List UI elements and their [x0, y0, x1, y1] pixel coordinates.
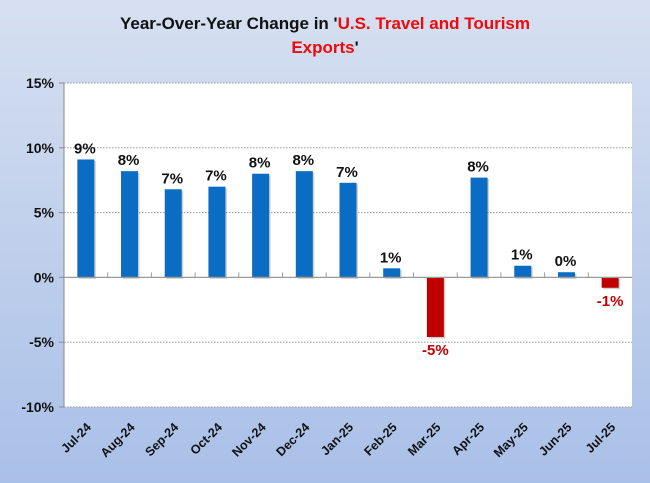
x-tick-label: Feb-25: [361, 420, 399, 458]
data-label: 1%: [380, 249, 402, 266]
bar: [208, 186, 226, 278]
x-tick-label: Dec-24: [274, 420, 313, 459]
bar: [77, 159, 95, 278]
data-labels: 9% 8% 7% 7% 8% 8% 7% 1% -5% 8% 1% 0% -1%: [74, 140, 623, 359]
y-tick-label: 10%: [26, 140, 55, 156]
bar: [557, 272, 575, 278]
y-tick-label: -10%: [21, 399, 54, 415]
title-highlight-line2: Exports: [291, 38, 355, 57]
x-tick-label: Jan-25: [318, 420, 356, 458]
bars: [77, 159, 621, 339]
data-label: 1%: [511, 247, 533, 264]
data-label: 8%: [467, 159, 489, 176]
data-label: 7%: [161, 170, 183, 187]
bar: [601, 277, 619, 288]
x-tick-label: Aug-24: [98, 420, 138, 460]
data-label: 7%: [336, 164, 358, 181]
x-tick-label: Jul-24: [59, 420, 94, 455]
title-suffix: ': [354, 38, 359, 57]
x-tick-label: Jun-25: [536, 420, 574, 458]
bar: [295, 171, 313, 278]
bar: [470, 177, 488, 278]
x-tick-label: Nov-24: [229, 420, 268, 459]
chart-title: Year-Over-Year Change in 'U.S. Travel an…: [0, 12, 650, 60]
bar: [514, 265, 532, 278]
title-highlight-line1: U.S. Travel and Tourism: [337, 14, 530, 33]
data-label: 9%: [74, 140, 96, 157]
y-tick-label: 0%: [34, 269, 55, 285]
y-tick-label: -5%: [29, 334, 54, 350]
x-tick-label: Jul-25: [583, 420, 618, 455]
y-axis: 15% 10% 5% 0% -5% -10%: [21, 75, 65, 415]
y-tick-label: 15%: [26, 75, 55, 91]
data-label: -5%: [422, 342, 449, 359]
x-tick-label: May-25: [491, 420, 531, 460]
x-tick-label: Mar-25: [405, 420, 443, 458]
y-tick-label: 5%: [34, 205, 55, 221]
bar: [426, 277, 444, 338]
bar: [121, 171, 139, 278]
title-prefix: Year-Over-Year Change in ': [120, 14, 338, 33]
bar: [164, 189, 182, 278]
x-tick-label: Apr-25: [449, 420, 487, 458]
data-label: 0%: [555, 253, 577, 270]
data-label: -1%: [597, 293, 624, 310]
data-label: 8%: [249, 155, 271, 172]
data-label: 8%: [118, 152, 140, 169]
x-tick-label: Sep-24: [142, 420, 181, 459]
bar: [339, 182, 357, 278]
x-tick-label: Oct-24: [188, 420, 225, 457]
data-label: 8%: [292, 152, 314, 169]
data-label: 7%: [205, 168, 227, 185]
bar: [252, 173, 270, 278]
bar: [383, 268, 401, 278]
